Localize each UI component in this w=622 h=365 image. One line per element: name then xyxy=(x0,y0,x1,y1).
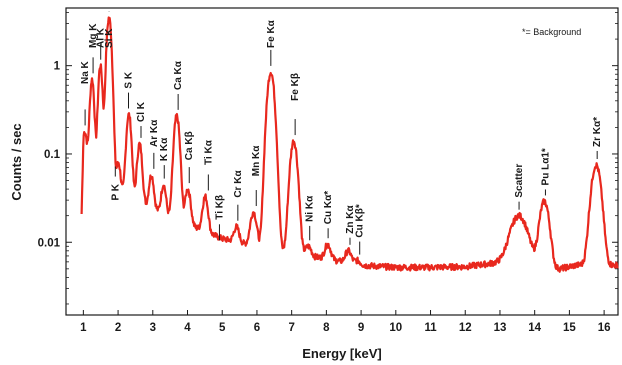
x-axis-label: Energy [keV] xyxy=(302,346,381,361)
peak-label: K Kα xyxy=(159,137,170,161)
peak-label: P K xyxy=(110,183,121,200)
y-axis-label: Counts / sec xyxy=(9,123,24,200)
peak-label: Fe Kα xyxy=(266,19,277,48)
peak-label: Ti Kα xyxy=(203,139,214,165)
peak-labels: Na K Mg KAl KSi K P K S K Cl KAr KαK Kα Ca Kα… xyxy=(80,11,603,255)
y-tick-label: 0.1 xyxy=(44,149,61,161)
peak-label: Al K xyxy=(96,27,107,48)
x-tick-label: 12 xyxy=(459,322,472,334)
x-tick-label: 13 xyxy=(494,322,507,334)
x-tick-label: 3 xyxy=(150,322,156,334)
peak-label: Ni Kα xyxy=(305,195,316,222)
peak-label: Mn Kα xyxy=(251,145,262,176)
peak-label: Cu Kβ* xyxy=(355,204,366,237)
x-tick-label: 15 xyxy=(563,322,576,334)
peak-label: Ti Kβ xyxy=(214,195,225,220)
axis-ticks: 1 2 3 4 5 6 7 8 9 10 11 12 13 14 15 160.010.11 xyxy=(38,12,618,334)
spectrum-series xyxy=(80,16,619,273)
x-tick-label: 4 xyxy=(184,322,191,334)
x-tick-label: 2 xyxy=(115,322,121,334)
x-tick-label: 10 xyxy=(389,322,402,334)
peak-label: Pu Lα1* xyxy=(540,148,551,185)
peak-label: Cr Kα xyxy=(233,170,244,198)
x-tick-label: 7 xyxy=(288,322,294,334)
peak-label: Ca Kβ xyxy=(184,131,195,160)
peak-label: Cu Kα* xyxy=(323,191,334,224)
peak-label: Cl K xyxy=(136,101,147,122)
peak-label: Zn Kα xyxy=(345,204,356,233)
y-tick-label: 1 xyxy=(54,61,61,73)
peak-label: Mg K xyxy=(88,23,99,48)
x-tick-label: 9 xyxy=(358,322,364,334)
x-tick-label: 11 xyxy=(424,322,437,334)
peak-label: Fe Kβ xyxy=(290,73,301,101)
peak-label: Zr Kα* xyxy=(592,117,603,147)
x-tick-label: 1 xyxy=(80,322,87,334)
peak-label: Na K xyxy=(80,60,91,84)
y-tick-label: 0.01 xyxy=(38,237,61,249)
spectrum-line xyxy=(80,16,619,273)
peak-label: Si K xyxy=(104,28,115,48)
x-tick-label: 14 xyxy=(528,322,541,334)
x-tick-label: 16 xyxy=(598,322,611,334)
peak-label: Scatter xyxy=(514,164,525,198)
x-tick-label: 8 xyxy=(323,322,330,334)
x-tick-label: 5 xyxy=(219,322,226,334)
peak-label: S K xyxy=(123,71,134,88)
peak-label: Ar Kα xyxy=(149,119,160,147)
plot-frame xyxy=(65,7,619,316)
x-tick-label: 6 xyxy=(254,322,260,334)
background-note: *= Background xyxy=(522,27,581,37)
peak-label: Ca Kα xyxy=(173,60,184,90)
